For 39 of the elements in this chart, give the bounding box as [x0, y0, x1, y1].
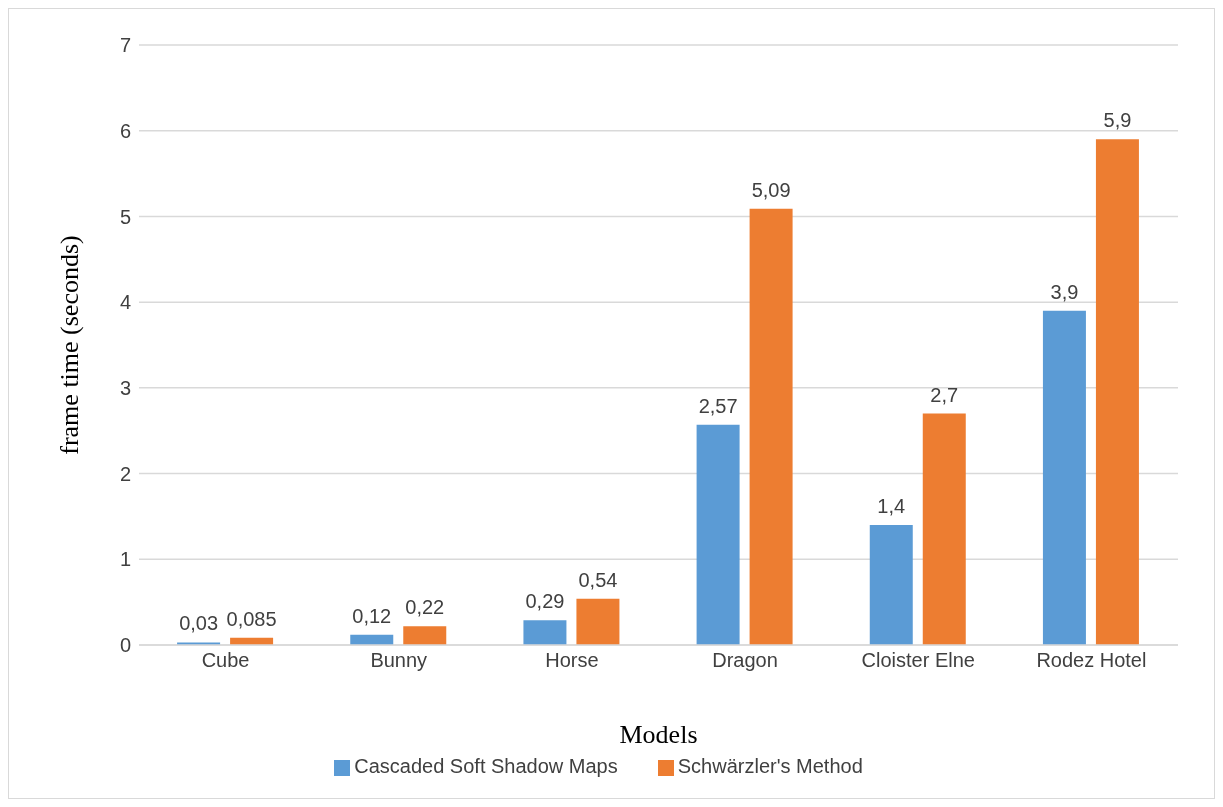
legend-label: Cascaded Soft Shadow Maps	[354, 755, 618, 777]
x-tick-label: Horse	[545, 649, 599, 672]
data-label: 0,29	[525, 590, 565, 613]
bar	[869, 525, 913, 645]
x-tick-label: Rodez Hotel	[1036, 649, 1147, 672]
data-label: 3,9	[1050, 280, 1079, 303]
y-tick-label: 7	[119, 34, 131, 57]
data-label: 5,9	[1103, 109, 1132, 132]
bar	[749, 208, 793, 645]
x-tick-label: Cloister Elne	[861, 649, 975, 672]
data-label: 1,4	[877, 495, 906, 517]
x-tick-label: Dragon	[712, 649, 778, 672]
bar	[1042, 310, 1086, 645]
bar	[403, 626, 447, 645]
y-tick-label: 4	[119, 291, 131, 314]
y-tick-label: 3	[119, 376, 131, 399]
y-tick-label: 1	[119, 548, 131, 571]
y-tick-label: 2	[119, 462, 131, 485]
bar	[576, 598, 620, 645]
data-label: 0,54	[578, 568, 618, 591]
x-axis-title: Models	[619, 720, 698, 749]
data-label: 5,09	[751, 178, 791, 201]
bar	[523, 620, 567, 645]
data-label: 0,03	[179, 612, 219, 635]
y-tick-label: 5	[119, 205, 131, 228]
bar	[1095, 139, 1139, 645]
y-tick-label: 6	[119, 119, 131, 142]
x-tick-label: Cube	[201, 649, 250, 672]
data-label: 0,22	[405, 596, 445, 619]
data-label: 0,085	[226, 607, 277, 630]
legend-label: Schwärzler's Method	[677, 755, 863, 777]
x-tick-label: Bunny	[370, 649, 428, 672]
data-label: 0,12	[352, 604, 392, 627]
data-label: 2,57	[698, 394, 738, 417]
y-axis-title: frame time (seconds)	[55, 235, 85, 455]
y-tick-label: 0	[119, 634, 131, 657]
bar	[922, 413, 966, 645]
data-label: 2,7	[930, 383, 959, 406]
bar	[696, 424, 740, 645]
